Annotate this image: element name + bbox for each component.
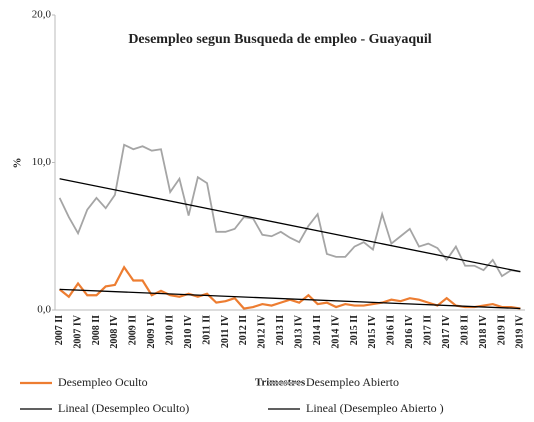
legend-label: Desempleo Abierto (306, 375, 399, 389)
x-tick-label: 2012 II (238, 315, 249, 345)
x-tick-label: 2014 II (312, 315, 323, 345)
x-tick-label: 2011 II (201, 315, 212, 345)
x-tick-label: 2018 IV (478, 314, 489, 348)
x-tick-label: 2010 IV (183, 314, 194, 348)
x-tick-label: 2012 IV (257, 314, 268, 348)
x-tick-label: 2009 II (128, 315, 139, 345)
x-tick-label: 2016 II (386, 315, 397, 345)
legend-label: Lineal (Desempleo Oculto) (58, 401, 189, 415)
x-tick-label: 2015 II (349, 315, 360, 345)
chart-title: Desempleo segun Busqueda de empleo - Gua… (128, 32, 431, 47)
trend-line (59, 178, 521, 273)
x-tick-label: 2011 IV (220, 314, 231, 348)
x-tick-label: 2007 II (54, 315, 65, 345)
x-tick-label: 2019 IV (515, 314, 526, 348)
x-tick-label: 2019 II (496, 315, 507, 345)
trend-line (59, 288, 521, 310)
x-tick-label: 2008 II (91, 315, 102, 345)
x-tick-label: 2010 II (164, 315, 175, 345)
x-tick-label: 2008 IV (109, 314, 120, 348)
legend-label: Lineal (Desempleo Abierto ) (306, 401, 444, 415)
x-tick-label: 2017 IV (441, 314, 452, 348)
x-tick-label: 2016 IV (404, 314, 415, 348)
y-tick-label: 0,0 (37, 304, 51, 316)
x-tick-label: 2015 IV (367, 314, 378, 348)
x-tick-label: 2017 II (423, 315, 434, 345)
y-tick-label: 20,0 (32, 9, 52, 21)
x-tick-label: 2013 IV (294, 314, 305, 348)
y-tick-label: 10,0 (32, 156, 52, 168)
x-tick-label: 2009 IV (146, 314, 157, 348)
y-axis-label: % (12, 158, 24, 169)
x-tick-label: 2007 IV (72, 314, 83, 348)
x-tick-label: 2014 IV (330, 314, 341, 348)
series-line (58, 143, 521, 278)
x-tick-label: 2013 II (275, 315, 286, 345)
legend-label: Desempleo Oculto (58, 375, 148, 389)
x-tick-label: 2018 II (459, 315, 470, 345)
series-line (58, 265, 521, 310)
